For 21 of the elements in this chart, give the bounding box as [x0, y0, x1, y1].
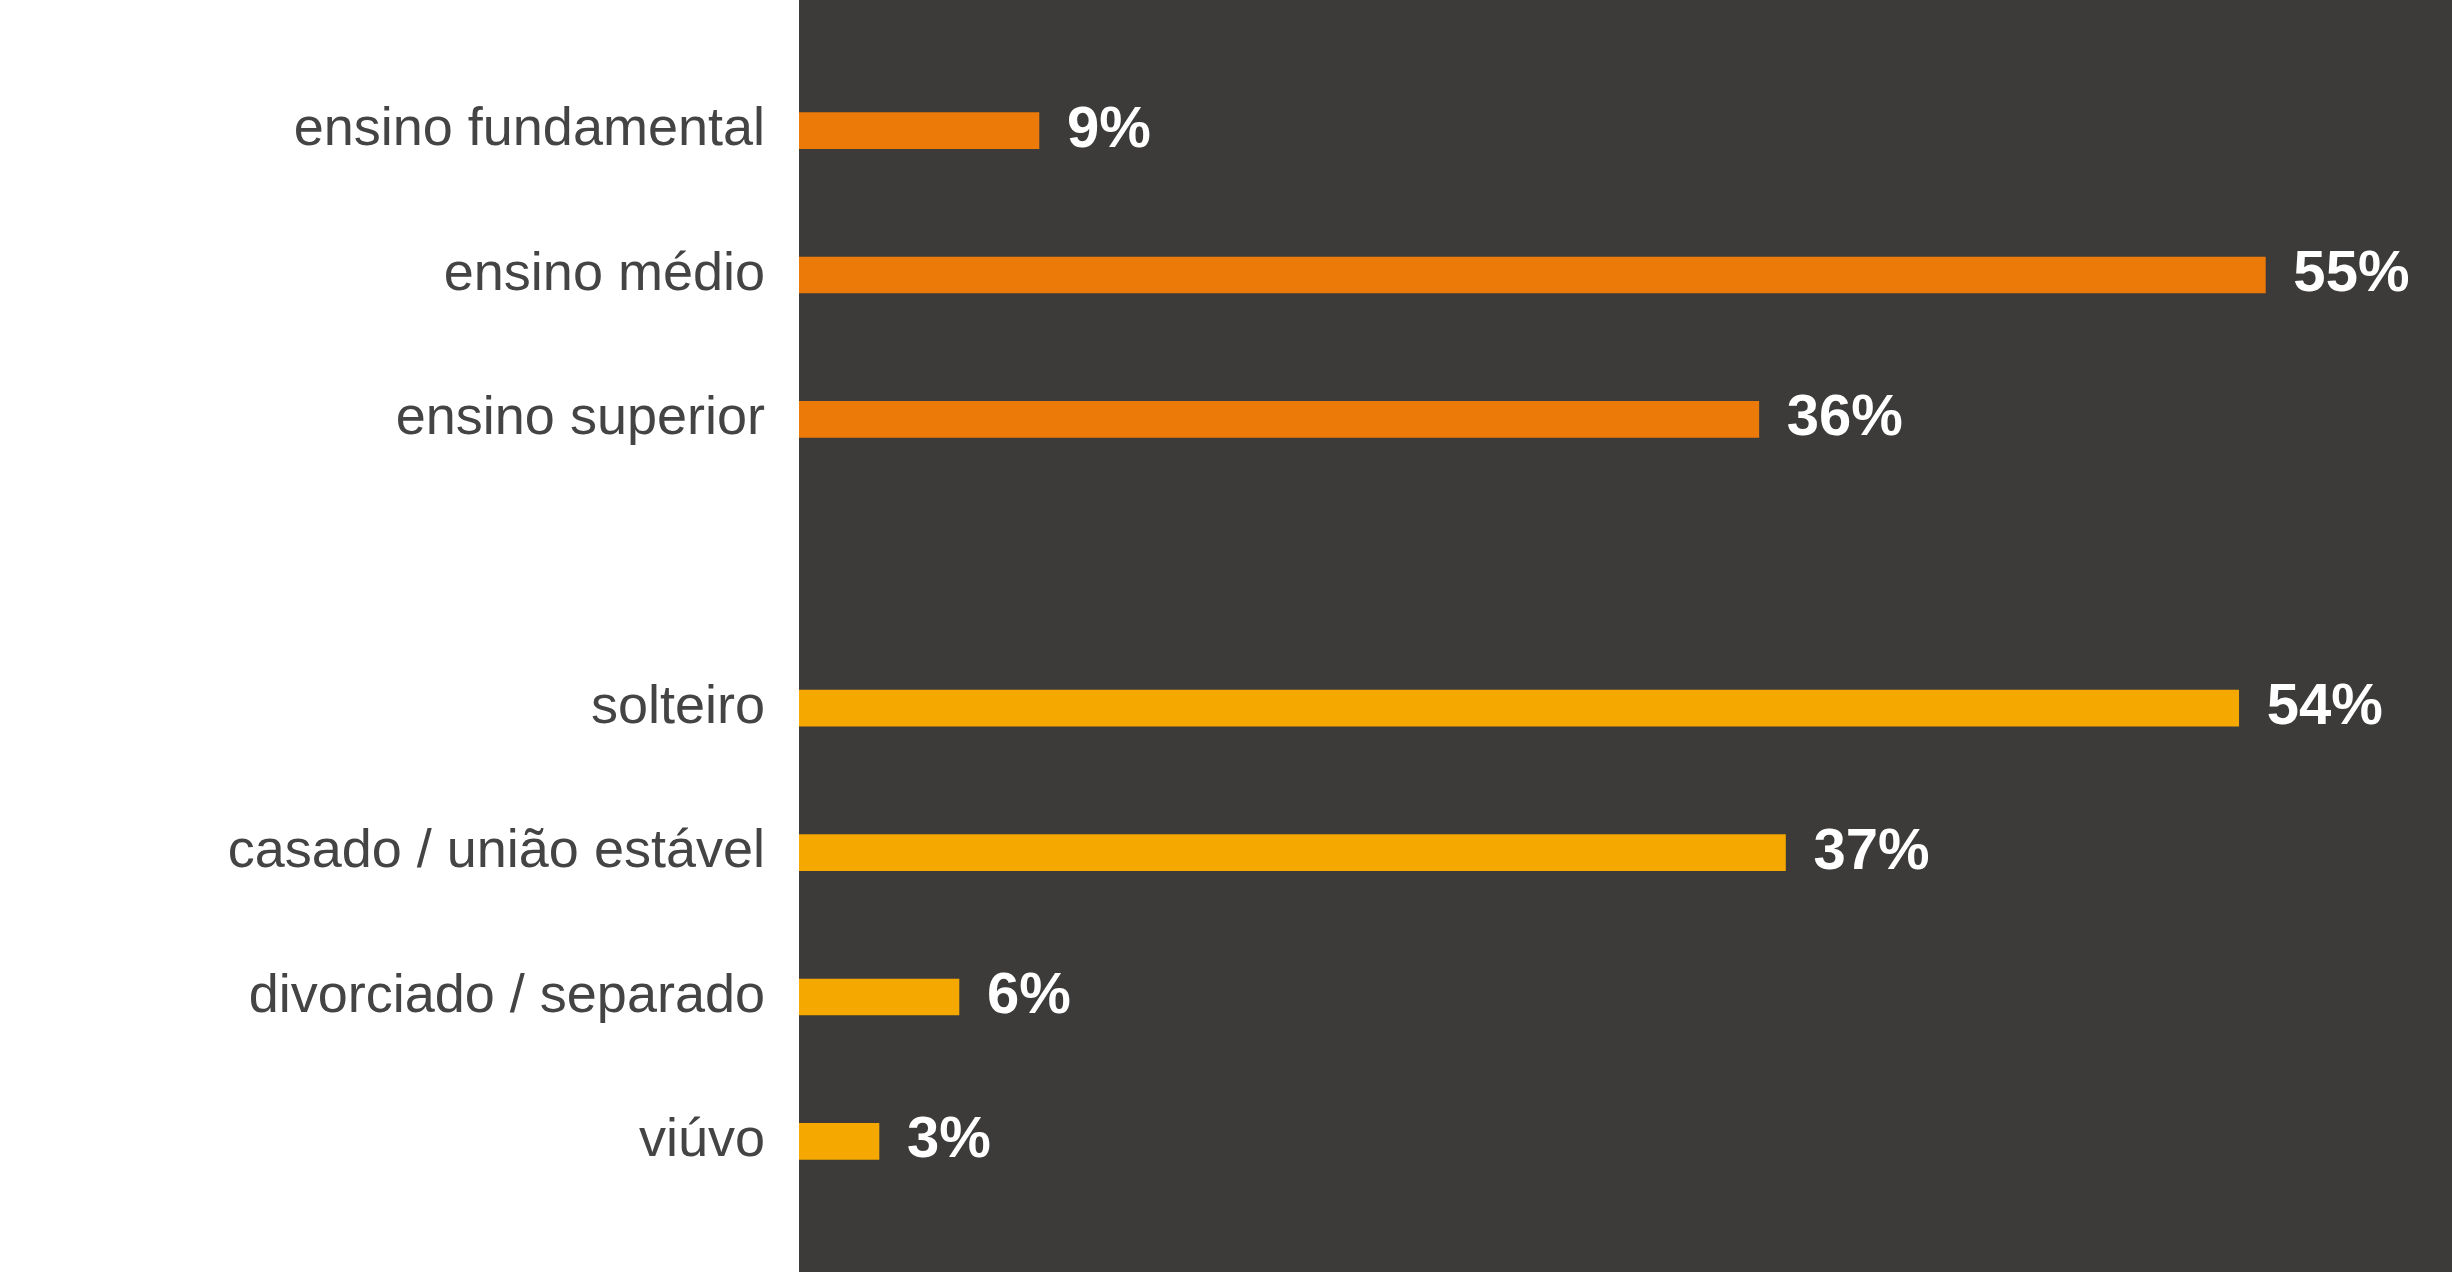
y-tick-label: ensino superior	[395, 385, 765, 446]
y-tick-label: solteiro	[590, 674, 765, 735]
bar	[799, 1123, 880, 1160]
data-label: 55%	[2293, 238, 2410, 303]
bar	[799, 689, 2240, 727]
y-tick-label: divorciado / separado	[248, 962, 765, 1023]
data-label: 3%	[906, 1104, 991, 1170]
bar	[799, 834, 1786, 871]
y-tick-label: casado / união estável	[227, 818, 765, 879]
data-label: 6%	[986, 960, 1071, 1025]
y-tick-label: ensino fundamental	[293, 96, 765, 157]
bar	[799, 112, 1040, 149]
data-label: 9%	[1066, 93, 1151, 159]
y-tick-label: viúvo	[638, 1107, 765, 1168]
bar	[799, 256, 2266, 294]
y-tick-label: ensino médio	[443, 240, 765, 301]
data-label: 37%	[1813, 815, 1930, 881]
bar	[799, 978, 960, 1016]
data-label: 54%	[2266, 671, 2383, 737]
data-label: 36%	[1786, 382, 1903, 448]
bar	[799, 401, 1760, 438]
